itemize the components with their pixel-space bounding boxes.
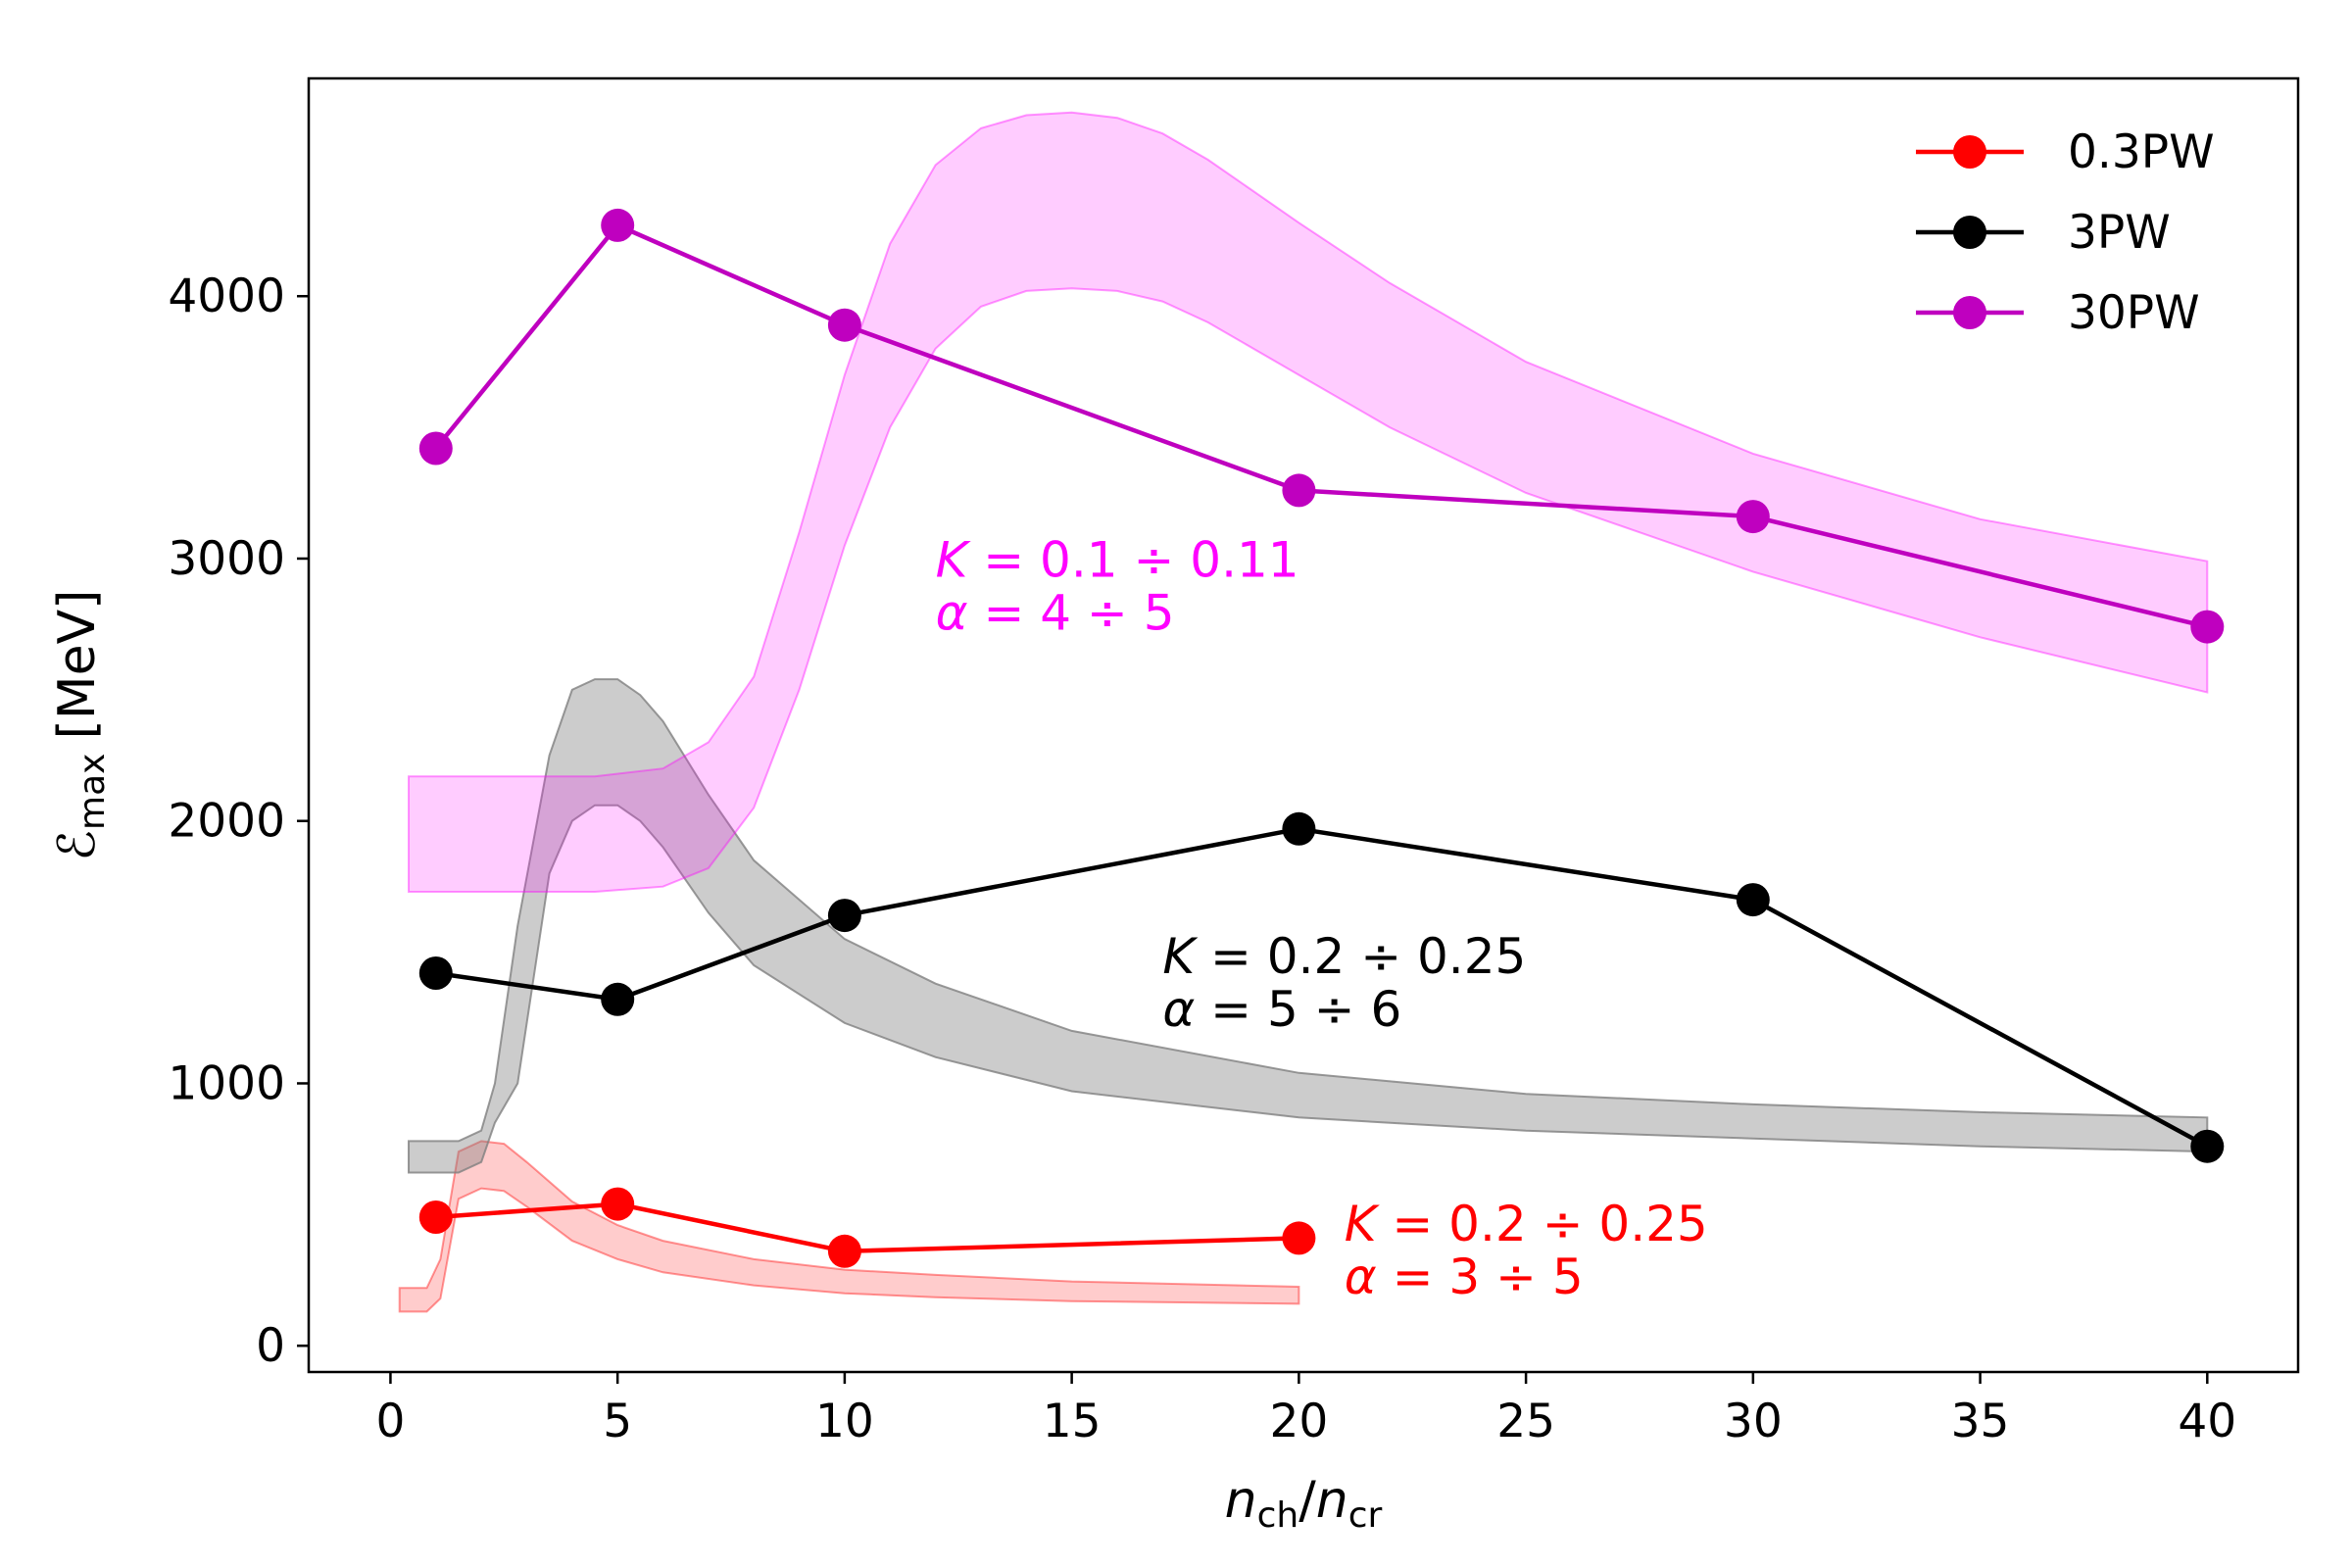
- plot-frame: [307, 76, 2300, 1374]
- series-line-3PW: [435, 826, 2209, 1149]
- series-layer: [418, 208, 2225, 1268]
- annotation-2-alpha-line: α = 3 ÷ 5: [1345, 1249, 1584, 1305]
- annotation-2-alpha-value: = 3 ÷ 5: [1377, 1249, 1584, 1305]
- x-tick-label-25: 25: [1496, 1395, 1555, 1448]
- annotation-0: K = 0.1 ÷ 0.11α = 4 ÷ 5: [936, 532, 1299, 642]
- annotation-1-alpha-line: α = 5 ÷ 6: [1162, 981, 1401, 1038]
- x-axis-label-sub2: cr: [1348, 1495, 1383, 1536]
- y-tick-label-1000: 1000: [168, 1056, 285, 1110]
- legend-label-3PW: 3PW: [2068, 206, 2171, 260]
- series-0.3PW: [418, 1187, 1316, 1268]
- annotation-0-k-line: K = 0.1 ÷ 0.11: [936, 532, 1299, 589]
- legend-marker-30PW: [1953, 296, 1986, 329]
- y-tick-label-3000: 3000: [168, 532, 285, 586]
- annotation-0-k-value: = 0.1 ÷ 0.11: [967, 532, 1298, 589]
- data-point-30PW-5: [2190, 610, 2225, 644]
- annotation-2-k-value: = 0.2 ÷ 0.25: [1377, 1196, 1708, 1252]
- data-point-0.3PW-1: [601, 1187, 635, 1221]
- annotation-2-alpha-symbol: α: [1345, 1249, 1377, 1305]
- x-tick-label-40: 40: [2178, 1395, 2236, 1448]
- data-point-30PW-2: [827, 308, 861, 342]
- x-tick-label-0: 0: [375, 1395, 405, 1448]
- series-3PW: [418, 811, 2225, 1163]
- axis-ticks-layer: 0 5 10 15 20 25 30 35 40 0 1000 2000 3000 4000: [168, 270, 2236, 1448]
- model-band-2: [408, 111, 2209, 893]
- annotation-1-k-line: K = 0.2 ÷ 0.25: [1162, 928, 1526, 985]
- annotation-2: K = 0.2 ÷ 0.25α = 3 ÷ 5: [1345, 1196, 1708, 1305]
- x-axis-label-n2: n: [1316, 1471, 1348, 1530]
- annotation-1-alpha-symbol: α: [1162, 981, 1195, 1038]
- legend-marker-0.3PW: [1953, 135, 1986, 169]
- data-point-3PW-2: [827, 899, 861, 933]
- annotations-layer: K = 0.1 ÷ 0.11α = 4 ÷ 5K = 0.2 ÷ 0.25α =…: [936, 532, 1708, 1305]
- y-axis-label-sub: max: [73, 754, 113, 830]
- y-tick-label-2000: 2000: [168, 795, 285, 849]
- x-axis-label: nch/ncr: [1225, 1471, 1383, 1536]
- x-tick-label-10: 10: [815, 1395, 874, 1448]
- annotation-1-k-symbol: K: [1162, 928, 1199, 985]
- data-point-3PW-4: [1736, 883, 1770, 917]
- data-point-30PW-0: [418, 431, 453, 466]
- annotation-0-alpha-line: α = 4 ÷ 5: [936, 585, 1175, 642]
- x-axis-label-sub1: ch: [1257, 1495, 1299, 1536]
- y-axis-label: ℰmax [MeV]: [48, 590, 113, 861]
- data-point-3PW-0: [418, 956, 453, 990]
- x-tick-label-35: 35: [1951, 1395, 2010, 1448]
- x-axis-label-sep: /: [1298, 1471, 1316, 1530]
- data-point-3PW-1: [601, 982, 635, 1016]
- annotation-1: K = 0.2 ÷ 0.25α = 5 ÷ 6: [1162, 928, 1526, 1038]
- y-tick-label-4000: 4000: [168, 270, 285, 323]
- y-tick-label-0: 0: [256, 1319, 285, 1373]
- legend-label-30PW: 30PW: [2068, 286, 2200, 340]
- data-point-30PW-3: [1282, 473, 1316, 508]
- annotation-1-alpha-value: = 5 ÷ 6: [1195, 981, 1401, 1038]
- series-30PW: [418, 208, 2225, 644]
- annotation-0-k-symbol: K: [936, 532, 972, 589]
- legend: 0.3PW 3PW 30PW: [1916, 125, 2215, 340]
- annotation-2-k-line: K = 0.2 ÷ 0.25: [1345, 1196, 1708, 1252]
- model-band-1: [408, 678, 2209, 1174]
- legend-label-0.3PW: 0.3PW: [2068, 125, 2215, 179]
- data-point-0.3PW-0: [418, 1200, 453, 1234]
- legend-entry-30PW: 30PW: [1916, 286, 2200, 340]
- x-axis-label-n1: n: [1225, 1471, 1257, 1530]
- legend-entry-3PW: 3PW: [1916, 206, 2171, 260]
- x-tick-label-30: 30: [1724, 1395, 1783, 1448]
- y-axis-label-symbol: ℰ: [48, 830, 107, 860]
- series-line-0.3PW: [435, 1201, 1299, 1254]
- data-point-0.3PW-2: [827, 1234, 861, 1268]
- series-line-30PW: [434, 222, 2208, 629]
- x-tick-label-15: 15: [1043, 1395, 1102, 1448]
- data-point-3PW-3: [1282, 811, 1316, 846]
- x-tick-label-20: 20: [1269, 1395, 1328, 1448]
- x-tick-label-5: 5: [603, 1395, 632, 1448]
- y-axis-label-unit: [MeV]: [48, 590, 107, 740]
- annotation-1-k-value: = 0.2 ÷ 0.25: [1195, 928, 1526, 985]
- bands-layer: [398, 111, 2209, 1313]
- legend-marker-3PW: [1953, 216, 1986, 249]
- annotation-0-alpha-symbol: α: [936, 585, 968, 642]
- data-point-30PW-1: [601, 208, 635, 242]
- model-band-0: [398, 1140, 1300, 1313]
- annotation-2-k-symbol: K: [1345, 1196, 1381, 1252]
- data-point-30PW-4: [1736, 500, 1770, 534]
- data-point-0.3PW-3: [1282, 1221, 1316, 1255]
- data-point-3PW-5: [2190, 1129, 2225, 1163]
- annotation-0-alpha-value: = 4 ÷ 5: [968, 585, 1175, 642]
- legend-entry-0.3PW: 0.3PW: [1916, 125, 2215, 179]
